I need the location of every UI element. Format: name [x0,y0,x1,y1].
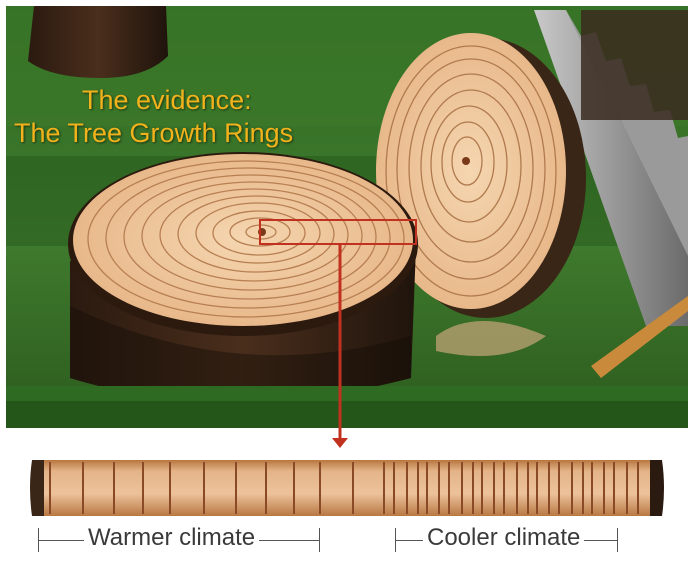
tree-stump-illustration [6,6,688,428]
illustration-title: The evidence: The Tree Growth Rings [14,84,293,150]
title-line-1: The evidence: [82,85,252,115]
cut-log [376,33,586,356]
ring-sample-strip [30,458,665,518]
warmer-climate-label: Warmer climate [84,524,260,552]
background-stump [28,6,168,78]
warmer-climate-span: Warmer climate [38,524,320,554]
pointer-arrowhead [332,428,348,448]
illustration-scene [6,6,688,428]
title-line-2: The Tree Growth Rings [14,118,294,148]
sample-pointer [259,219,417,428]
front-stump [68,152,418,402]
saw-illustration [534,10,688,378]
cooler-climate-span: Cooler climate [395,524,618,554]
cooler-climate-label: Cooler climate [423,524,585,552]
